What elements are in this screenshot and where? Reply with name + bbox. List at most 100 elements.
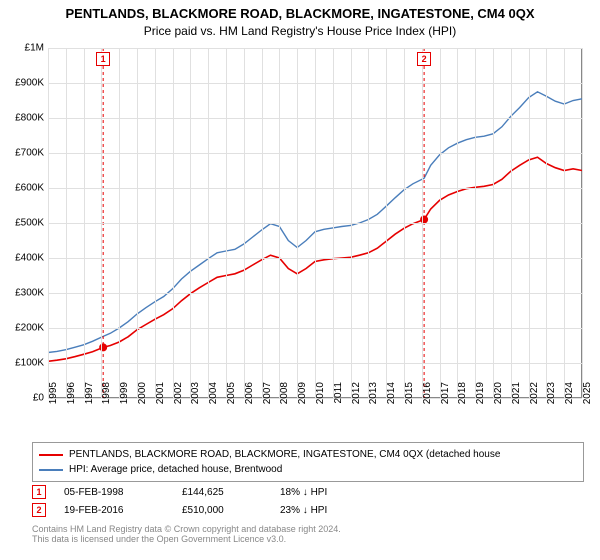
ytick-label: £0: [4, 393, 44, 404]
xtick-label: 2021: [511, 382, 522, 422]
xtick-label: 2019: [475, 382, 486, 422]
xtick-label: 2005: [226, 382, 237, 422]
ytick-label: £800K: [4, 113, 44, 124]
ytick-label: £600K: [4, 183, 44, 194]
legend-label: PENTLANDS, BLACKMORE ROAD, BLACKMORE, IN…: [69, 449, 500, 460]
footer-line-2: This data is licensed under the Open Gov…: [32, 534, 584, 544]
gridline-v: [119, 48, 120, 398]
ytick-label: £300K: [4, 288, 44, 299]
gridline-v: [84, 48, 85, 398]
ytick-label: £200K: [4, 323, 44, 334]
gridline-v: [297, 48, 298, 398]
sale-marker-box: 1: [96, 52, 110, 66]
chart-container: PENTLANDS, BLACKMORE ROAD, BLACKMORE, IN…: [0, 0, 600, 560]
sale-date: 05-FEB-1998: [64, 487, 164, 498]
xtick-label: 2013: [368, 382, 379, 422]
gridline-v: [173, 48, 174, 398]
gridline-v: [440, 48, 441, 398]
sale-delta: 18% ↓ HPI: [280, 487, 327, 498]
sale-row: 1 05-FEB-1998 £144,625 18% ↓ HPI: [32, 484, 584, 500]
gridline-v: [368, 48, 369, 398]
xtick-label: 1995: [48, 382, 59, 422]
legend-row: HPI: Average price, detached house, Bren…: [39, 462, 577, 477]
sale-row-box: 1: [32, 485, 46, 499]
gridline-v: [208, 48, 209, 398]
plot-region: £0£100K£200K£300K£400K£500K£600K£700K£80…: [48, 48, 582, 398]
gridline-v: [137, 48, 138, 398]
xtick-label: 2023: [546, 382, 557, 422]
xtick-label: 2022: [529, 382, 540, 422]
xtick-label: 2025: [582, 382, 593, 422]
xtick-label: 2011: [333, 382, 344, 422]
xtick-label: 1996: [66, 382, 77, 422]
xtick-label: 2002: [173, 382, 184, 422]
gridline-v: [582, 48, 583, 398]
xtick-label: 2006: [244, 382, 255, 422]
gridline-v: [315, 48, 316, 398]
legend: PENTLANDS, BLACKMORE ROAD, BLACKMORE, IN…: [32, 442, 584, 482]
xtick-label: 1999: [119, 382, 130, 422]
chart-subtitle: Price paid vs. HM Land Registry's House …: [10, 24, 590, 38]
sale-price: £144,625: [182, 487, 262, 498]
xtick-label: 2008: [279, 382, 290, 422]
footer-line-1: Contains HM Land Registry data © Crown c…: [32, 524, 584, 534]
xtick-label: 2014: [386, 382, 397, 422]
chart-title: PENTLANDS, BLACKMORE ROAD, BLACKMORE, IN…: [10, 6, 590, 21]
legend-swatch: [39, 454, 63, 456]
legend-label: HPI: Average price, detached house, Bren…: [69, 464, 282, 475]
xtick-label: 2009: [297, 382, 308, 422]
gridline-v: [244, 48, 245, 398]
legend-row: PENTLANDS, BLACKMORE ROAD, BLACKMORE, IN…: [39, 447, 577, 462]
gridline-v: [511, 48, 512, 398]
xtick-label: 2004: [208, 382, 219, 422]
sale-date: 19-FEB-2016: [64, 505, 164, 516]
xtick-label: 2020: [493, 382, 504, 422]
sale-delta: 23% ↓ HPI: [280, 505, 327, 516]
ytick-label: £400K: [4, 253, 44, 264]
gridline-v: [190, 48, 191, 398]
sale-price: £510,000: [182, 505, 262, 516]
ytick-label: £500K: [4, 218, 44, 229]
gridline-v: [48, 48, 49, 398]
gridline-v: [101, 48, 102, 398]
gridline-v: [386, 48, 387, 398]
gridline-v: [475, 48, 476, 398]
xtick-label: 2017: [440, 382, 451, 422]
legend-swatch: [39, 469, 63, 471]
xtick-label: 1998: [101, 382, 112, 422]
xtick-label: 2024: [564, 382, 575, 422]
gridline-v: [404, 48, 405, 398]
ytick-label: £100K: [4, 358, 44, 369]
title-block: PENTLANDS, BLACKMORE ROAD, BLACKMORE, IN…: [0, 0, 600, 40]
xtick-label: 2007: [262, 382, 273, 422]
gridline-v: [564, 48, 565, 398]
xtick-label: 2000: [137, 382, 148, 422]
footer: Contains HM Land Registry data © Crown c…: [32, 524, 584, 544]
xtick-label: 2001: [155, 382, 166, 422]
gridline-v: [493, 48, 494, 398]
ytick-label: £700K: [4, 148, 44, 159]
chart-area: £0£100K£200K£300K£400K£500K£600K£700K£80…: [48, 48, 582, 398]
gridline-v: [262, 48, 263, 398]
xtick-label: 2010: [315, 382, 326, 422]
gridline-v: [351, 48, 352, 398]
xtick-label: 2012: [351, 382, 362, 422]
gridline-v: [333, 48, 334, 398]
gridline-v: [546, 48, 547, 398]
sale-marker-box: 2: [417, 52, 431, 66]
gridline-v: [155, 48, 156, 398]
gridline-v: [66, 48, 67, 398]
sale-row: 2 19-FEB-2016 £510,000 23% ↓ HPI: [32, 502, 584, 518]
ytick-label: £1M: [4, 43, 44, 54]
xtick-label: 1997: [84, 382, 95, 422]
gridline-v: [529, 48, 530, 398]
gridline-v: [226, 48, 227, 398]
gridline-v: [457, 48, 458, 398]
xtick-label: 2003: [190, 382, 201, 422]
sale-row-box: 2: [32, 503, 46, 517]
xtick-label: 2015: [404, 382, 415, 422]
gridline-v: [279, 48, 280, 398]
xtick-label: 2016: [422, 382, 433, 422]
gridline-v: [422, 48, 423, 398]
sale-dot: [99, 343, 107, 351]
